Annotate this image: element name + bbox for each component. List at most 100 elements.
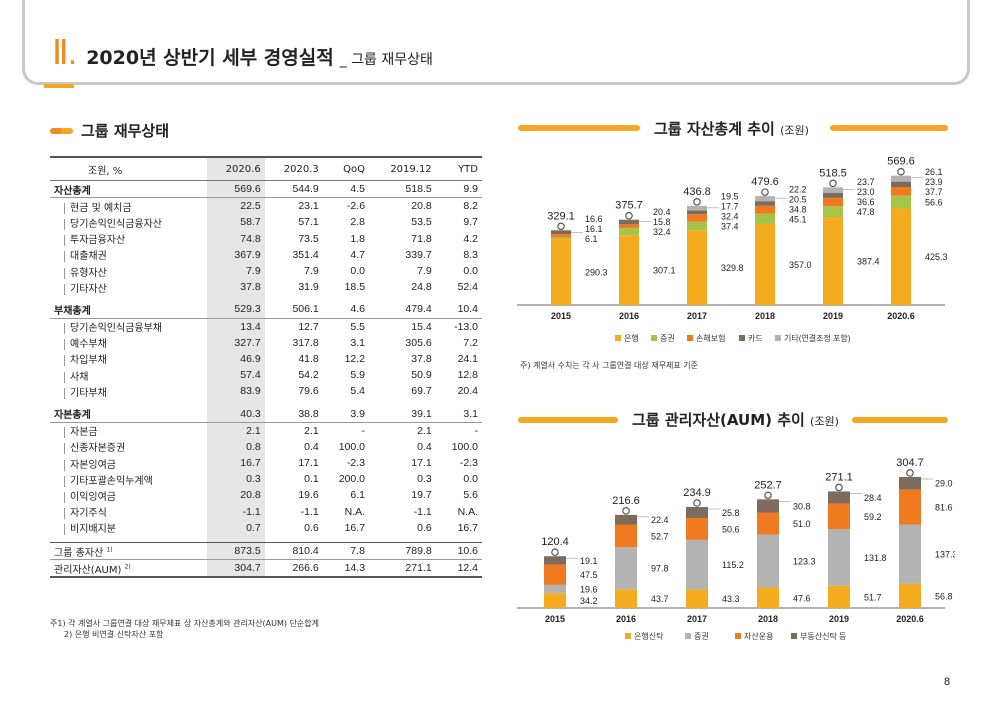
- legend-label: 증권: [660, 333, 675, 343]
- bar-segment: [823, 206, 843, 218]
- x-tick-label: 2018: [758, 614, 778, 624]
- segment-label: 26.1: [925, 167, 943, 177]
- segment-label: 50.6: [722, 524, 740, 534]
- row-label: 자본잉여금: [64, 459, 116, 471]
- segment-label: 59.2: [864, 512, 882, 522]
- table-cell: 3.1: [350, 336, 366, 349]
- financial-table: 조원, % 2020.6 2020.3 QoQ 2019.12 YTD 자산총계 569.6…: [50, 156, 482, 579]
- table-cell: 52.4: [457, 281, 478, 294]
- table-cell: 12.8: [457, 369, 478, 382]
- table-cell: 810.4: [264, 541, 323, 561]
- table-cell: 506.1: [264, 301, 323, 319]
- table-cell: 79.6: [298, 385, 319, 398]
- title-deco: [518, 125, 640, 131]
- segment-label: 29.0: [935, 479, 953, 489]
- table-cell: 0.6: [304, 521, 319, 534]
- segment-label: 6.1: [585, 234, 598, 244]
- x-tick-label: 2015: [551, 311, 571, 321]
- table-cell: 100.0: [338, 440, 366, 453]
- table-cell: 74.8: [206, 230, 265, 247]
- segment-label: 23.9: [925, 177, 943, 187]
- column-header: 2020.6: [206, 156, 265, 181]
- table-cell: 789.8: [369, 541, 436, 561]
- segment-label: 43.7: [651, 594, 669, 604]
- x-tick-label: 2019: [829, 614, 849, 624]
- segment-label: 137.3: [935, 550, 955, 560]
- legend-swatch: [739, 335, 745, 341]
- total-marker: [829, 179, 837, 188]
- legend-swatch: [791, 633, 797, 639]
- bar-segment: [687, 214, 707, 222]
- table-cell: 0.0: [463, 265, 478, 278]
- table-cell: 14.3: [322, 559, 370, 579]
- table-cell: 4.5: [322, 180, 370, 199]
- bar-segment: [755, 201, 775, 206]
- segment-label: 34.8: [789, 204, 807, 214]
- table-cell: 200.0: [338, 473, 366, 486]
- segment-label: 81.6: [935, 502, 953, 512]
- segment-label: 19.6: [580, 585, 598, 595]
- segment-label: 425.3: [925, 252, 948, 262]
- table-cell: 16.7: [344, 521, 366, 534]
- total-label: 252.7: [754, 479, 782, 491]
- table-cell: 18.5: [344, 281, 366, 294]
- table-cell: 23.1: [298, 200, 319, 213]
- row-label: 대출채권: [64, 251, 107, 263]
- aum-chart-title: 그룹 관리자산(AUM) 추이 (조원): [632, 411, 839, 429]
- bar-segment: [687, 230, 707, 305]
- table-cell: 12.2: [344, 352, 366, 365]
- segment-label: 17.7: [721, 201, 739, 211]
- bar-segment: [755, 196, 775, 202]
- table-row: 투자금융자산 74.8 73.5 1.8 71.8 4.2: [50, 230, 482, 247]
- segment-label: 329.8: [721, 263, 744, 273]
- table-cell: 367.9: [206, 246, 265, 263]
- segment-label: 51.7: [864, 592, 882, 602]
- table-cell: 100.0: [451, 440, 478, 453]
- segment-label: 47.8: [857, 207, 875, 217]
- table-cell: -1.1: [413, 505, 432, 518]
- x-tick-label: 2017: [687, 614, 707, 624]
- table-row: 사채 57.4 54.2 5.9 50.9 12.8: [50, 367, 482, 384]
- row-label: 사채: [64, 371, 89, 383]
- total-marker: [764, 491, 772, 500]
- table-cell: 479.4: [369, 301, 436, 319]
- bar-segment: [551, 237, 571, 240]
- table-row: 유형자산 7.9 7.9 0.0 7.9 0.0: [50, 262, 482, 280]
- asset-chart: 329.1290.36.116.116.62015375.7307.132.41…: [517, 156, 948, 343]
- table-cell: 39.1: [369, 405, 436, 423]
- segment-label: 30.8: [793, 501, 811, 511]
- segment-label: 387.4: [857, 257, 880, 267]
- bar-segment: [823, 197, 843, 207]
- table-cell: 305.6: [405, 336, 432, 349]
- table-cell: -1.1: [300, 505, 319, 518]
- total-label: 120.4: [541, 536, 569, 548]
- segment-label: 20.4: [653, 207, 671, 217]
- segment-label: 23.0: [857, 187, 875, 197]
- table-cell: -: [474, 424, 479, 437]
- table-cell: -2.3: [346, 457, 366, 470]
- bar-segment: [551, 239, 571, 305]
- table-cell: -1.1: [206, 503, 265, 520]
- bar-segment: [544, 584, 566, 594]
- row-label: 부채총계: [54, 305, 91, 317]
- segment-label: 32.4: [721, 211, 739, 221]
- segment-label: 23.7: [857, 177, 875, 187]
- segment-label: 37.7: [925, 187, 943, 197]
- table-cell: 5.4: [350, 385, 366, 398]
- bar-segment: [899, 476, 921, 490]
- column-header: QoQ: [322, 156, 370, 181]
- legend-swatch: [775, 335, 781, 341]
- bar-segment: [891, 181, 911, 188]
- table-row: 차입부채 46.9 41.8 12.2 37.8 24.1: [50, 350, 482, 368]
- bar-segment: [544, 556, 566, 565]
- total-label: 569.6: [887, 156, 915, 168]
- table-cell: 0.0: [350, 265, 366, 278]
- segment-label: 32.4: [653, 227, 671, 237]
- footnotes: 주1) 각 계열사 그룹연결 대상 재무제표 상 자산총계와 관리자산(AUM)…: [50, 619, 320, 639]
- bar-segment: [828, 503, 850, 530]
- table-row: 부채총계 529.3 506.1 4.6 479.4 10.4: [50, 301, 482, 319]
- bar-segment: [755, 223, 775, 305]
- table-cell: 83.9: [206, 383, 265, 400]
- segment-label: 131.8: [864, 553, 887, 563]
- row-label: 자기주식: [64, 508, 107, 520]
